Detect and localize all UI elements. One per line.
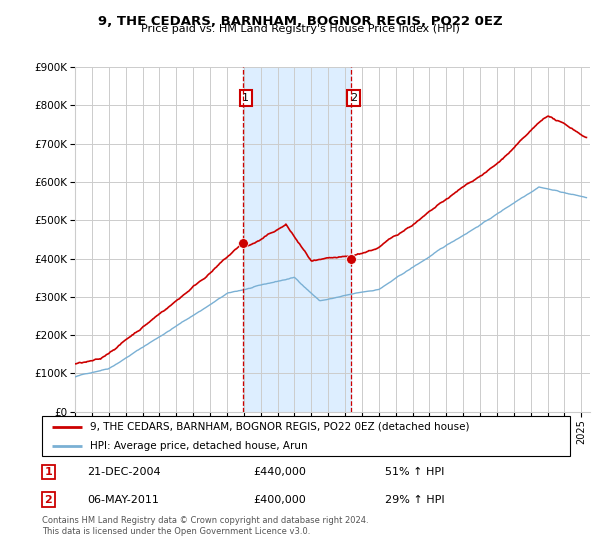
Text: HPI: Average price, detached house, Arun: HPI: Average price, detached house, Arun bbox=[89, 441, 307, 450]
Text: 51% ↑ HPI: 51% ↑ HPI bbox=[385, 467, 445, 477]
Bar bbox=[243, 67, 351, 412]
Text: £400,000: £400,000 bbox=[253, 494, 306, 505]
FancyBboxPatch shape bbox=[42, 416, 570, 456]
Text: 06-MAY-2011: 06-MAY-2011 bbox=[87, 494, 159, 505]
Text: 9, THE CEDARS, BARNHAM, BOGNOR REGIS, PO22 0EZ: 9, THE CEDARS, BARNHAM, BOGNOR REGIS, PO… bbox=[98, 15, 502, 27]
Text: 1: 1 bbox=[242, 93, 250, 103]
Text: 1: 1 bbox=[44, 467, 52, 477]
Text: 21-DEC-2004: 21-DEC-2004 bbox=[87, 467, 161, 477]
Text: Price paid vs. HM Land Registry's House Price Index (HPI): Price paid vs. HM Land Registry's House … bbox=[140, 24, 460, 34]
Text: Contains HM Land Registry data © Crown copyright and database right 2024.
This d: Contains HM Land Registry data © Crown c… bbox=[42, 516, 368, 536]
Text: 2: 2 bbox=[44, 494, 52, 505]
Text: 29% ↑ HPI: 29% ↑ HPI bbox=[385, 494, 445, 505]
Text: 9, THE CEDARS, BARNHAM, BOGNOR REGIS, PO22 0EZ (detached house): 9, THE CEDARS, BARNHAM, BOGNOR REGIS, PO… bbox=[89, 422, 469, 432]
Text: £440,000: £440,000 bbox=[253, 467, 306, 477]
Text: 2: 2 bbox=[350, 93, 357, 103]
